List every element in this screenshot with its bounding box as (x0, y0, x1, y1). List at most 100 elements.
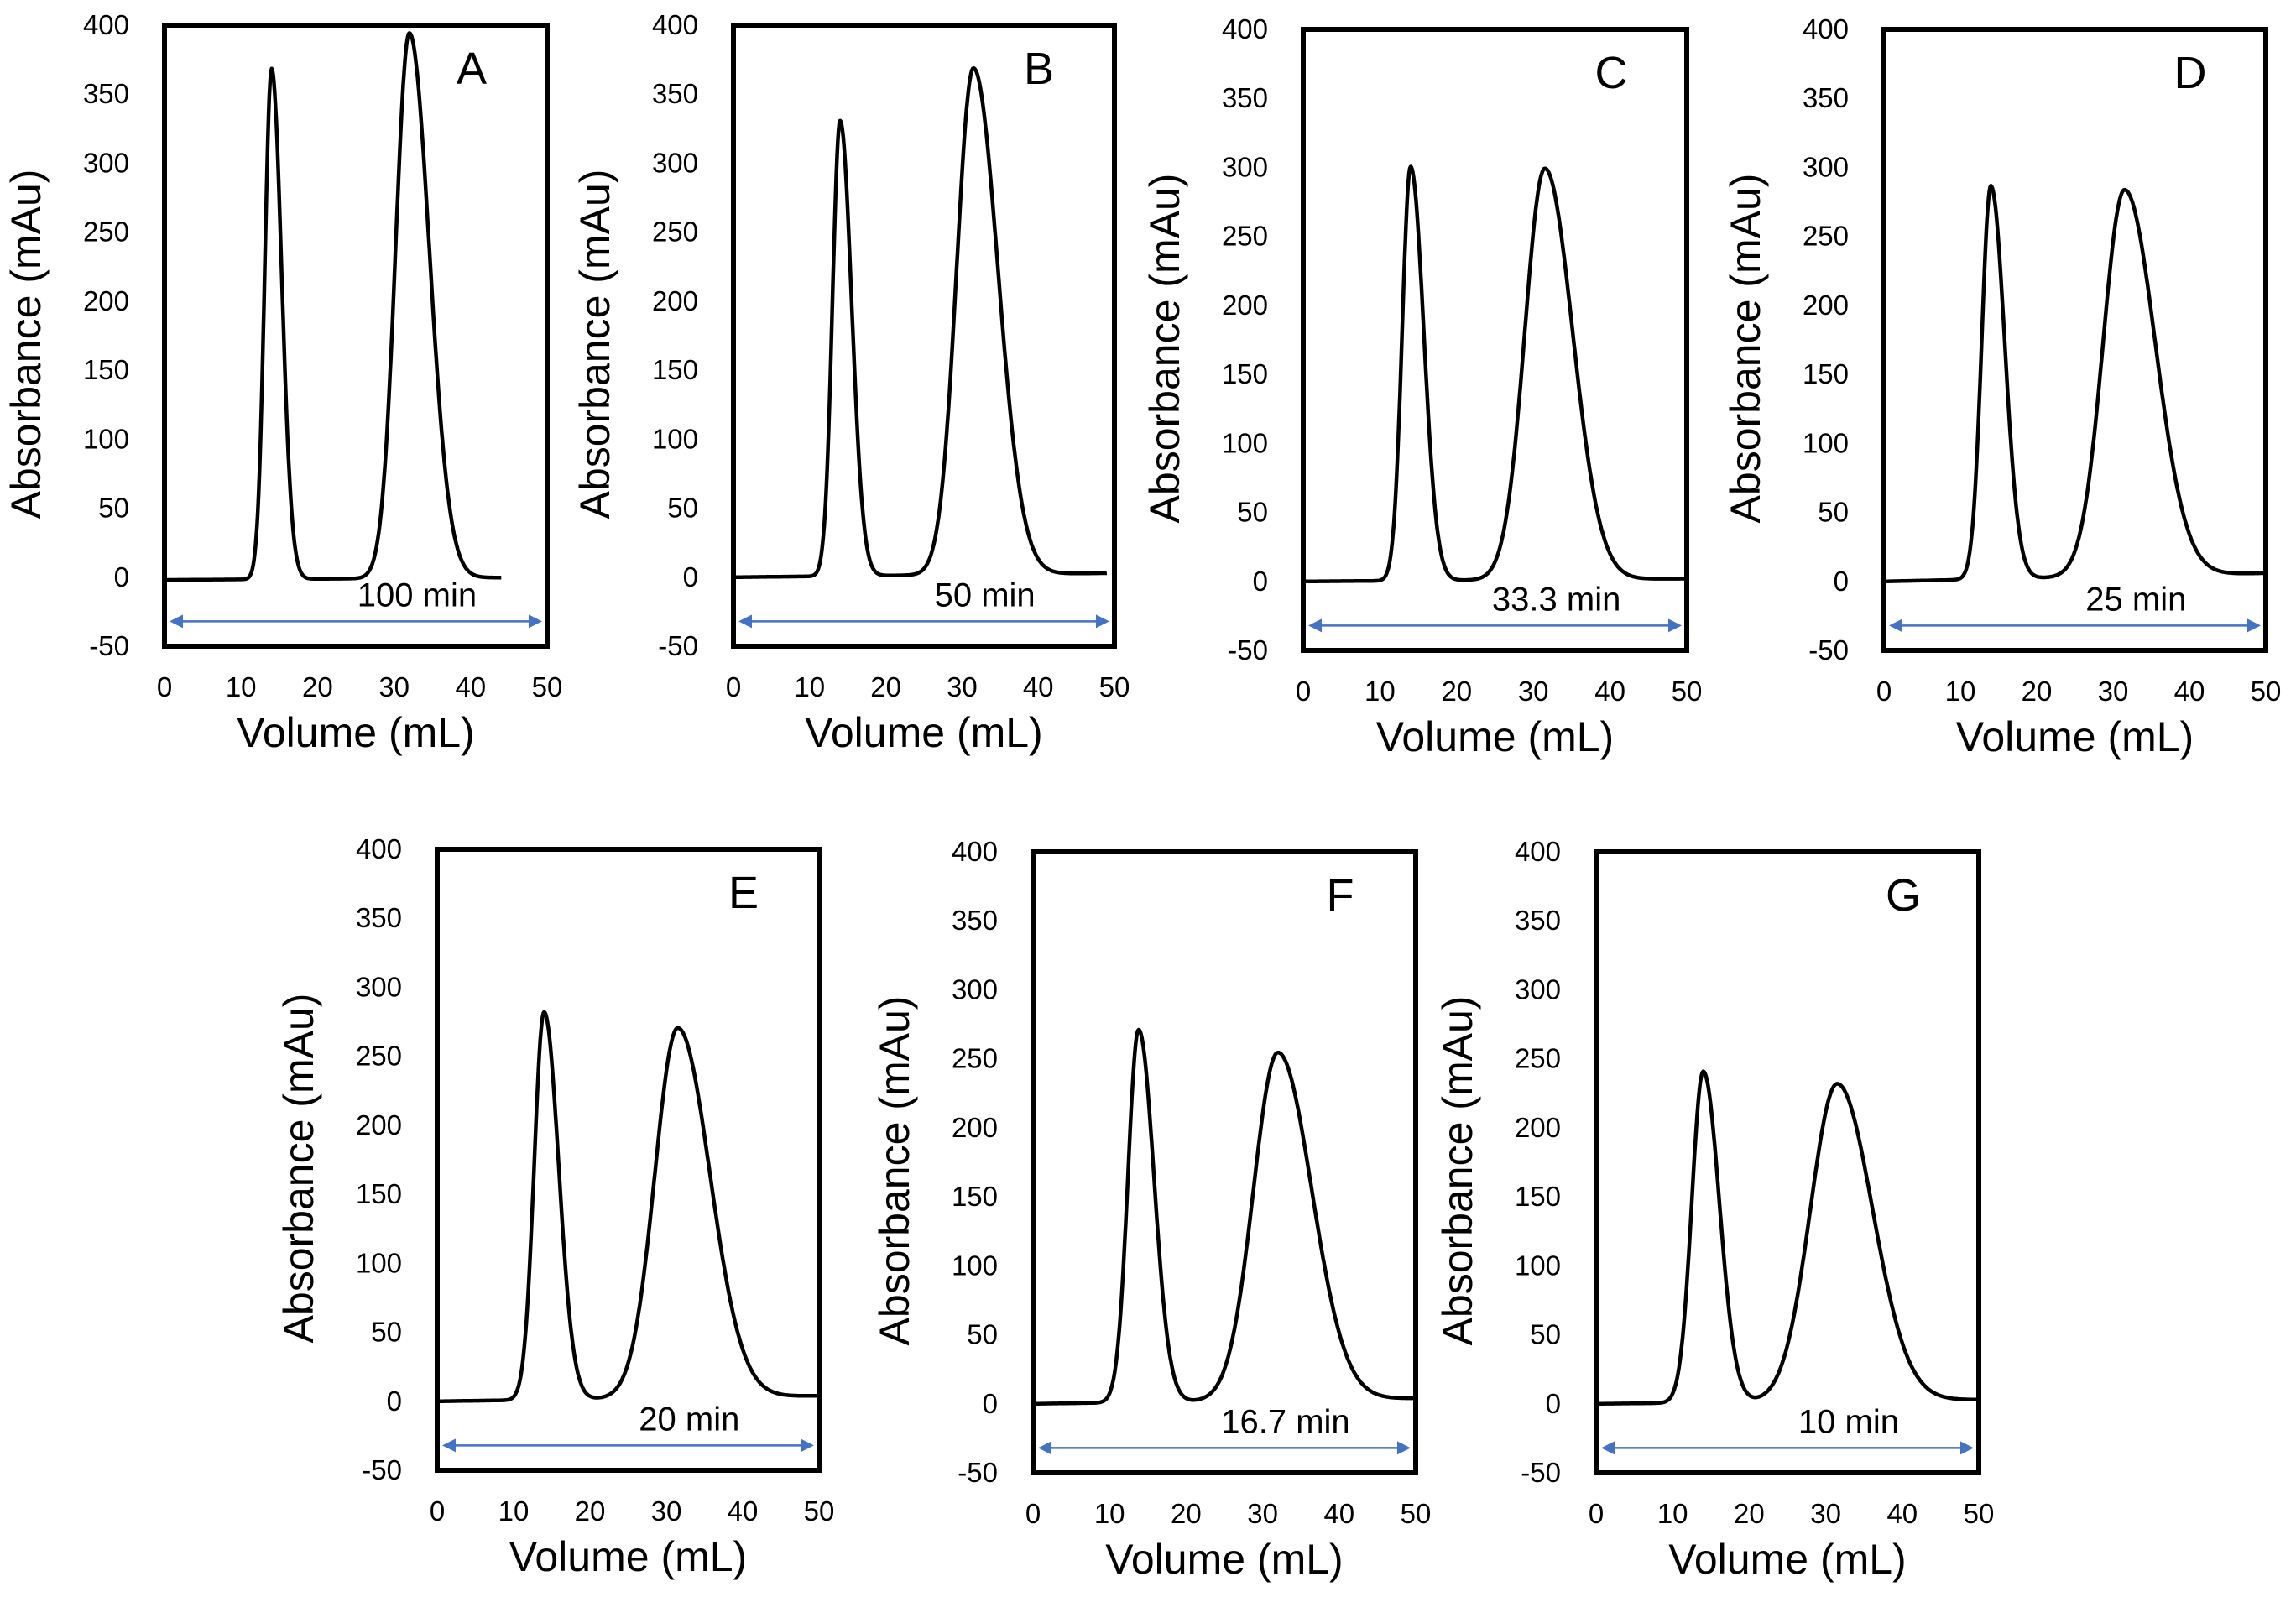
run-time-label: 20 min (639, 1401, 739, 1438)
y-tick-label: 350 (1803, 82, 1849, 113)
x-tick-label: 50 (2251, 676, 2282, 707)
y-tick-label: 250 (1803, 221, 1849, 252)
x-tick-label: 50 (1099, 671, 1130, 702)
arrowhead-left-icon (738, 614, 752, 629)
y-axis-title: Absorbance (mAu) (3, 170, 50, 519)
y-tick-label: 100 (952, 1250, 998, 1281)
y-tick-label: 400 (83, 9, 129, 40)
panel-f: 400 350 300 250 200 150 100 50 0 -50 0 10 20 30 40 50 Vo… (871, 836, 1431, 1583)
arrowhead-left-icon (1308, 618, 1322, 633)
arrowhead-right-icon (1668, 618, 1682, 633)
plot-frame (435, 847, 822, 1473)
y-tick-label: 150 (652, 354, 698, 385)
y-tick-label: 100 (1515, 1250, 1561, 1281)
y-axis-title: Absorbance (mAu) (275, 994, 322, 1344)
y-tick-label: 250 (1515, 1043, 1561, 1074)
plot-frame (1301, 27, 1689, 653)
run-time-label: 100 min (357, 577, 477, 613)
absorbance-trace (1302, 164, 1688, 584)
y-tick-label: 250 (356, 1041, 402, 1072)
x-tick-label: 30 (1810, 1498, 1841, 1529)
y-tick-label: 300 (1515, 973, 1561, 1005)
panel-letter: A (457, 44, 487, 94)
arrowhead-right-icon (2247, 618, 2261, 633)
run-time-arrow (738, 614, 1109, 629)
run-time-label: 50 min (935, 577, 1036, 613)
y-tick-label: -50 (362, 1454, 402, 1485)
y-tick-label: 400 (1515, 836, 1561, 867)
y-tick-label: 400 (652, 9, 698, 40)
x-tick-label: 10 (1945, 676, 1976, 707)
y-tick-label: 50 (967, 1319, 998, 1350)
absorbance-trace (436, 1010, 821, 1404)
y-tick-label: 200 (356, 1109, 402, 1140)
y-tick-label: 50 (1237, 497, 1268, 528)
x-tick-label: 10 (794, 671, 825, 702)
x-tick-label: 10 (1657, 1498, 1688, 1529)
panel-letter: D (2174, 48, 2207, 98)
y-tick-label: -50 (1521, 1457, 1561, 1488)
y-tick-label: 50 (667, 493, 698, 524)
x-tick-label: 30 (2098, 676, 2129, 707)
arrowhead-right-icon (529, 614, 542, 629)
y-tick-label: 150 (952, 1181, 998, 1212)
y-tick-label: 300 (356, 971, 402, 1002)
x-tick-label: 40 (1023, 671, 1054, 702)
x-tick-label: 30 (1247, 1498, 1278, 1529)
x-tick-label: 20 (870, 671, 901, 702)
x-tick-label: 0 (1296, 676, 1311, 707)
plot-frame (731, 23, 1117, 649)
y-tick-label: 250 (83, 217, 129, 248)
x-tick-label: 0 (430, 1495, 445, 1527)
x-tick-label: 10 (1365, 676, 1396, 707)
arrowhead-right-icon (801, 1438, 814, 1453)
arrowhead-left-icon (170, 614, 183, 629)
y-tick-label: 0 (1834, 566, 1849, 597)
y-axis-title: Absorbance (mAu) (571, 170, 618, 519)
x-axis-title: Volume (mL) (1668, 1536, 1906, 1583)
arrowhead-left-icon (1038, 1441, 1051, 1455)
y-axis-title: Absorbance (mAu) (1722, 174, 1769, 524)
y-tick-label: 350 (1222, 82, 1268, 113)
x-tick-label: 20 (2022, 676, 2053, 707)
y-tick-label: 0 (1546, 1388, 1561, 1419)
y-tick-label: 200 (1515, 1112, 1561, 1143)
arrowhead-left-icon (1601, 1441, 1615, 1455)
x-tick-label: 50 (1672, 676, 1703, 707)
panel-letter: E (728, 868, 759, 918)
x-axis-title: Volume (mL) (805, 709, 1042, 756)
y-tick-label: 200 (1222, 290, 1268, 321)
y-tick-label: 350 (1515, 905, 1561, 936)
plot-frame (162, 23, 550, 649)
y-tick-label: 250 (652, 217, 698, 248)
y-tick-label: 50 (1530, 1319, 1561, 1350)
x-axis-title: Volume (mL) (1956, 713, 2194, 760)
x-tick-label: 10 (1094, 1498, 1125, 1529)
y-tick-label: 200 (652, 285, 698, 316)
y-tick-label: 300 (1803, 151, 1849, 182)
y-tick-label: 300 (652, 147, 698, 178)
arrowhead-right-icon (1960, 1441, 1974, 1455)
arrowhead-left-icon (1889, 618, 1902, 633)
panel-letter: G (1886, 870, 1921, 921)
panel-d: 400 350 300 250 200 150 100 50 0 -50 0 10 20 30 40 50 Vo… (1722, 13, 2281, 760)
x-axis-title: Volume (mL) (509, 1533, 747, 1580)
run-time-label: 25 min (2085, 581, 2186, 618)
y-tick-label: -50 (89, 630, 129, 661)
y-tick-label: 400 (356, 833, 402, 864)
x-tick-label: 40 (455, 671, 486, 702)
x-tick-label: 40 (2174, 676, 2205, 707)
x-tick-label: 0 (726, 671, 741, 702)
x-tick-label: 30 (1518, 676, 1549, 707)
run-time-arrow (1038, 1441, 1411, 1455)
x-axis-title: Volume (mL) (1376, 713, 1614, 760)
y-tick-label: 250 (1222, 221, 1268, 252)
y-tick-label: 100 (1222, 427, 1268, 458)
run-time-arrow (442, 1438, 814, 1453)
x-tick-label: 0 (1025, 1498, 1041, 1529)
y-tick-label: 200 (952, 1112, 998, 1143)
panel-c: 400 350 300 250 200 150 100 50 0 -50 0 10 20 30 40 50 Vo… (1141, 13, 1702, 760)
y-tick-label: -50 (958, 1457, 998, 1488)
x-tick-label: 10 (498, 1495, 530, 1527)
x-tick-label: 40 (1886, 1498, 1918, 1529)
